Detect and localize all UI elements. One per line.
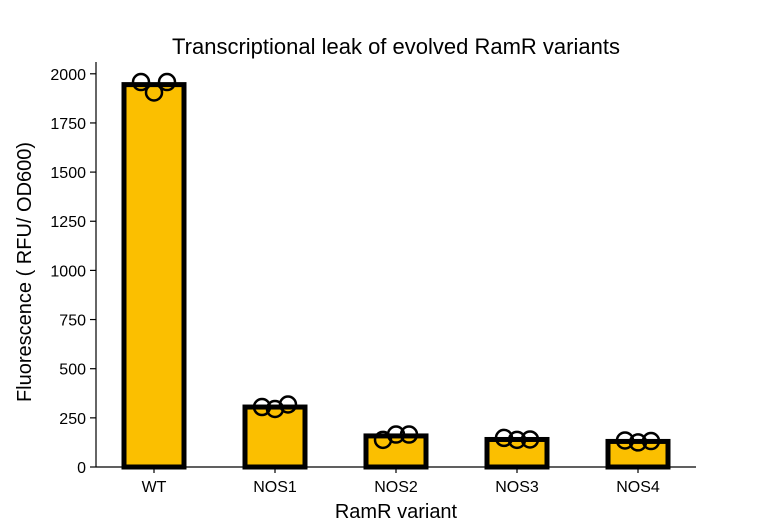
- y-axis-label: Fluorescence ( RFU/ OD600): [14, 142, 36, 402]
- y-tick-label-1250: 1250: [50, 214, 86, 231]
- replicate-point-nos3-2: [507, 430, 527, 450]
- y-tick-label-0: 0: [77, 460, 86, 477]
- replicate-point-nos3-1: [494, 428, 514, 448]
- replicate-point-nos4-3: [641, 431, 661, 451]
- y-tick-label-2000: 2000: [50, 67, 86, 84]
- replicate-point-nos1-1: [252, 397, 272, 417]
- y-tick-label-1000: 1000: [50, 263, 86, 280]
- y-tick-label-1500: 1500: [50, 165, 86, 182]
- x-axis: WT NOS1 NOS2 NOS3 NOS4: [96, 466, 696, 496]
- x-tick-label-wt: WT: [142, 479, 167, 496]
- x-axis-label: RamR variant: [335, 501, 458, 523]
- replicate-point-wt-1: [131, 72, 151, 92]
- x-tick-label-nos3: NOS3: [495, 479, 539, 496]
- y-tick-label-500: 500: [59, 362, 86, 379]
- y-tick-label-750: 750: [59, 313, 86, 330]
- plot-area: [121, 72, 671, 470]
- y-axis: 0 250 500 750 1000 1250 1500 1750 2000: [50, 62, 97, 477]
- x-tick-label-nos1: NOS1: [253, 479, 297, 496]
- y-tick-label-1750: 1750: [50, 116, 86, 133]
- replicate-point-nos1-2: [265, 399, 285, 419]
- replicate-point-nos2-2: [386, 425, 406, 444]
- bar-wt: [121, 82, 187, 470]
- x-tick-label-nos4: NOS4: [616, 479, 660, 496]
- y-tick-label-250: 250: [59, 411, 86, 428]
- replicate-point-nos2-3: [399, 425, 419, 444]
- replicate-point-nos1-3: [278, 395, 298, 414]
- replicate-point-nos4-1: [615, 431, 635, 450]
- replicate-point-wt-2: [144, 83, 164, 102]
- replicate-point-nos4-2: [628, 433, 648, 452]
- replicate-point-nos3-3: [520, 430, 540, 449]
- chart-title: Transcriptional leak of evolved RamR var…: [172, 34, 620, 59]
- replicate-point-wt-3: [157, 72, 177, 92]
- x-tick-label-nos2: NOS2: [374, 479, 418, 496]
